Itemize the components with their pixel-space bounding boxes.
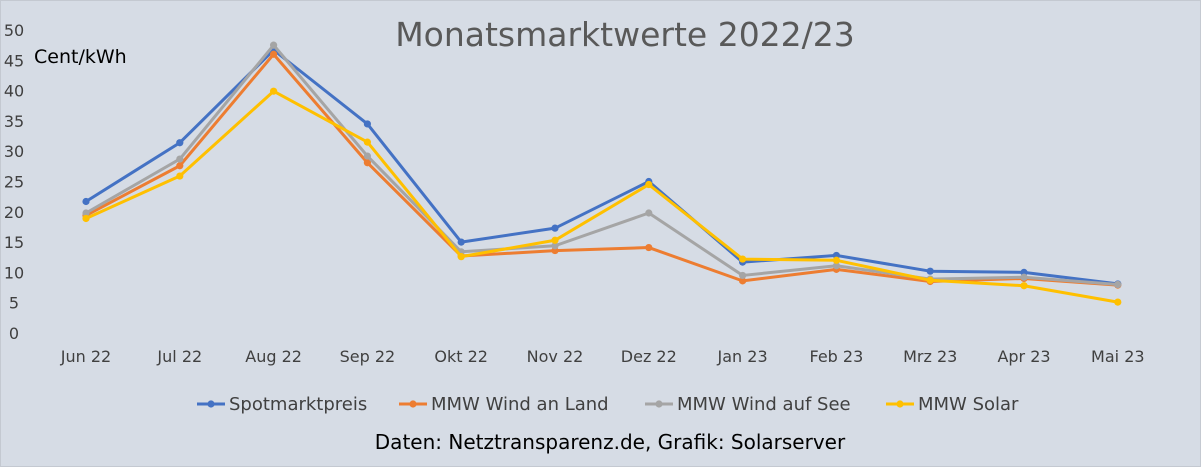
data-point <box>270 87 278 95</box>
data-point <box>1020 282 1028 290</box>
chart-title: Monatsmarktwerte 2022/23 <box>395 15 855 54</box>
data-point <box>739 255 747 263</box>
data-point <box>645 209 653 217</box>
legend-item: Spotmarktpreis <box>197 394 367 415</box>
x-axis-ticks: Jun 22 Jul 22 Aug 22 Sep 22 Okt 22 Nov 22 Dez … <box>60 347 1145 366</box>
series-layer <box>82 41 1122 306</box>
y-tick-label: 10 <box>4 263 24 282</box>
data-point <box>176 155 184 163</box>
y-tick-label: 20 <box>4 203 24 222</box>
data-point <box>551 236 559 244</box>
data-point <box>270 41 278 49</box>
series-line <box>84 89 1120 304</box>
y-tick-label: 45 <box>4 51 24 70</box>
y-tick-label: 50 <box>4 21 24 40</box>
data-point <box>176 162 184 170</box>
legend-label: MMW Solar <box>918 394 1019 415</box>
y-tick-label: 30 <box>4 142 24 161</box>
x-tick-label: Feb 23 <box>810 347 864 366</box>
x-tick-label: Jan 23 <box>717 347 768 366</box>
data-point <box>551 242 559 250</box>
data-point <box>832 262 841 270</box>
data-point <box>832 256 841 264</box>
data-point <box>363 120 371 128</box>
legend-marker <box>655 400 663 408</box>
y-axis-ticks: 0 5 10 15 20 25 30 35 40 45 50 <box>4 21 24 343</box>
data-point <box>363 159 371 167</box>
data-point <box>176 172 184 180</box>
legend-label: MMW Wind auf See <box>677 394 851 415</box>
legend: Spotmarktpreis MMW Wind an Land MMW Wind a… <box>197 394 1019 415</box>
x-tick-label: Jul 22 <box>156 347 202 366</box>
data-point <box>82 209 90 217</box>
legend-item: MMW Wind an Land <box>399 394 609 415</box>
legend-marker <box>207 400 215 408</box>
x-tick-label: Nov 22 <box>527 347 584 366</box>
x-tick-label: Sep 22 <box>340 347 396 366</box>
legend-item: MMW Solar <box>886 394 1019 415</box>
x-tick-label: Aug 22 <box>245 347 302 366</box>
y-tick-label: 40 <box>4 82 24 101</box>
series-3 <box>82 41 1122 289</box>
data-point <box>926 267 934 275</box>
data-point <box>82 214 90 223</box>
data-point <box>363 152 371 160</box>
y-axis-unit-label: Cent/kWh <box>34 46 127 68</box>
x-tick-label: Dez 22 <box>621 347 677 366</box>
y-tick-label: 15 <box>4 233 24 252</box>
series-4 <box>82 87 1122 306</box>
x-tick-label: Mrz 23 <box>903 347 957 366</box>
data-point <box>1114 280 1122 289</box>
x-tick-label: Apr 23 <box>997 347 1050 366</box>
x-tick-label: Okt 22 <box>434 347 488 366</box>
data-point <box>645 180 653 189</box>
legend-label: Spotmarktpreis <box>229 394 367 415</box>
legend-marker <box>409 400 417 408</box>
x-tick-label: Mai 23 <box>1091 347 1145 366</box>
data-point <box>739 277 747 285</box>
y-tick-label: 0 <box>9 324 19 343</box>
series-line <box>84 43 1120 287</box>
y-tick-label: 25 <box>4 173 24 192</box>
series-line <box>84 52 1120 287</box>
legend-marker <box>896 400 904 408</box>
credit-text: Daten: Netztransparenz.de, Grafik: Solar… <box>375 430 846 454</box>
data-point <box>926 276 934 284</box>
data-point <box>551 224 559 232</box>
x-tick-label: Jun 22 <box>60 347 111 366</box>
data-point <box>363 138 371 146</box>
data-point <box>457 238 465 246</box>
y-tick-label: 5 <box>9 294 19 313</box>
data-point <box>1020 273 1028 281</box>
legend-label: MMW Wind an Land <box>431 394 609 415</box>
data-point <box>82 197 90 206</box>
data-point <box>739 271 747 280</box>
data-point <box>457 253 465 261</box>
data-point <box>645 243 653 252</box>
data-point <box>176 139 184 147</box>
data-point <box>270 50 278 58</box>
legend-item: MMW Wind auf See <box>645 394 851 415</box>
y-tick-label: 35 <box>4 112 24 131</box>
data-point <box>1114 298 1122 306</box>
series-1 <box>82 46 1122 288</box>
